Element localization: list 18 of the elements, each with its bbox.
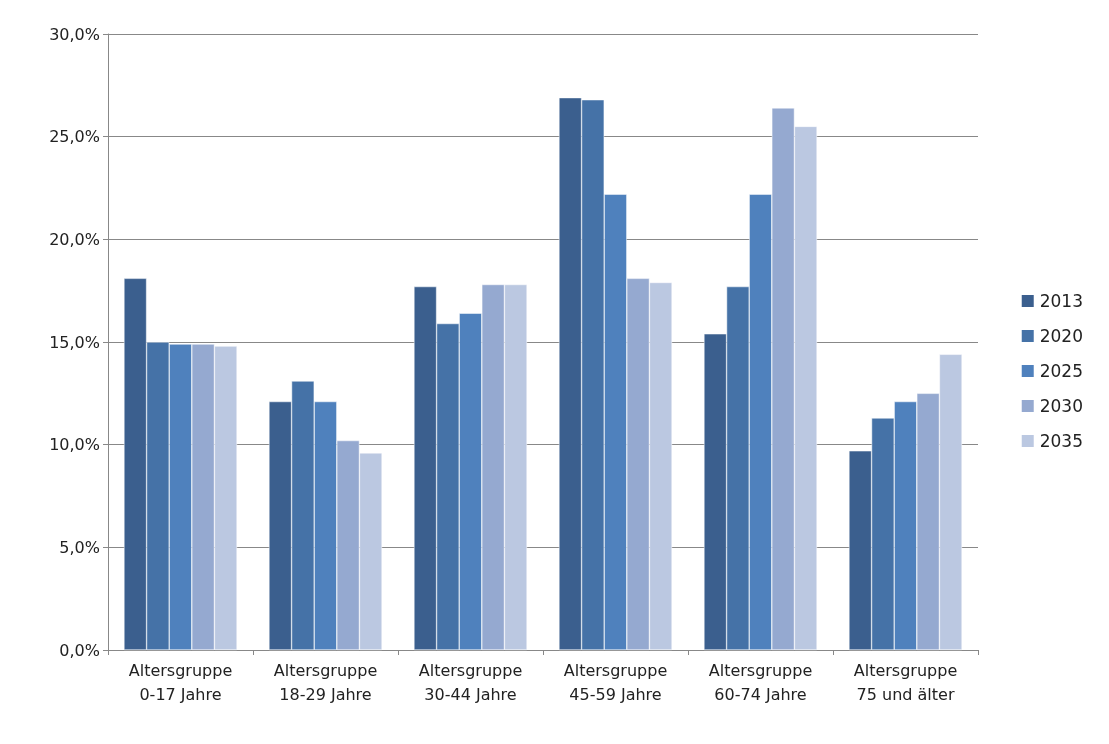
legend-label: 2013	[1039, 291, 1083, 311]
x-tick-label: Altersgruppe 0-17 Jahre	[128, 660, 233, 704]
y-tick-label: 5,0%	[59, 537, 100, 557]
legend-label: 2020	[1039, 326, 1083, 346]
x-tick-label: Altersgruppe 30-44 Jahre	[418, 660, 523, 704]
legend-label: 2025	[1039, 361, 1083, 381]
x-tick-label: Altersgruppe 18-29 Jahre	[273, 660, 378, 704]
legend-label: 2035	[1039, 431, 1083, 451]
legend-label: 2030	[1039, 396, 1083, 416]
x-tick-label: Altersgruppe 75 und älter	[853, 660, 958, 704]
y-tick-label: 10,0%	[49, 435, 100, 455]
y-tick-label: 30,0%	[49, 24, 100, 44]
y-tick-label: 20,0%	[49, 229, 100, 249]
y-tick-label: 0,0%	[59, 640, 100, 660]
y-tick-label: 25,0%	[49, 127, 100, 147]
x-tick-label: Altersgruppe 60-74 Jahre	[708, 660, 813, 704]
y-tick-label: 15,0%	[49, 332, 100, 352]
x-tick-label: Altersgruppe 45-59 Jahre	[563, 660, 668, 704]
